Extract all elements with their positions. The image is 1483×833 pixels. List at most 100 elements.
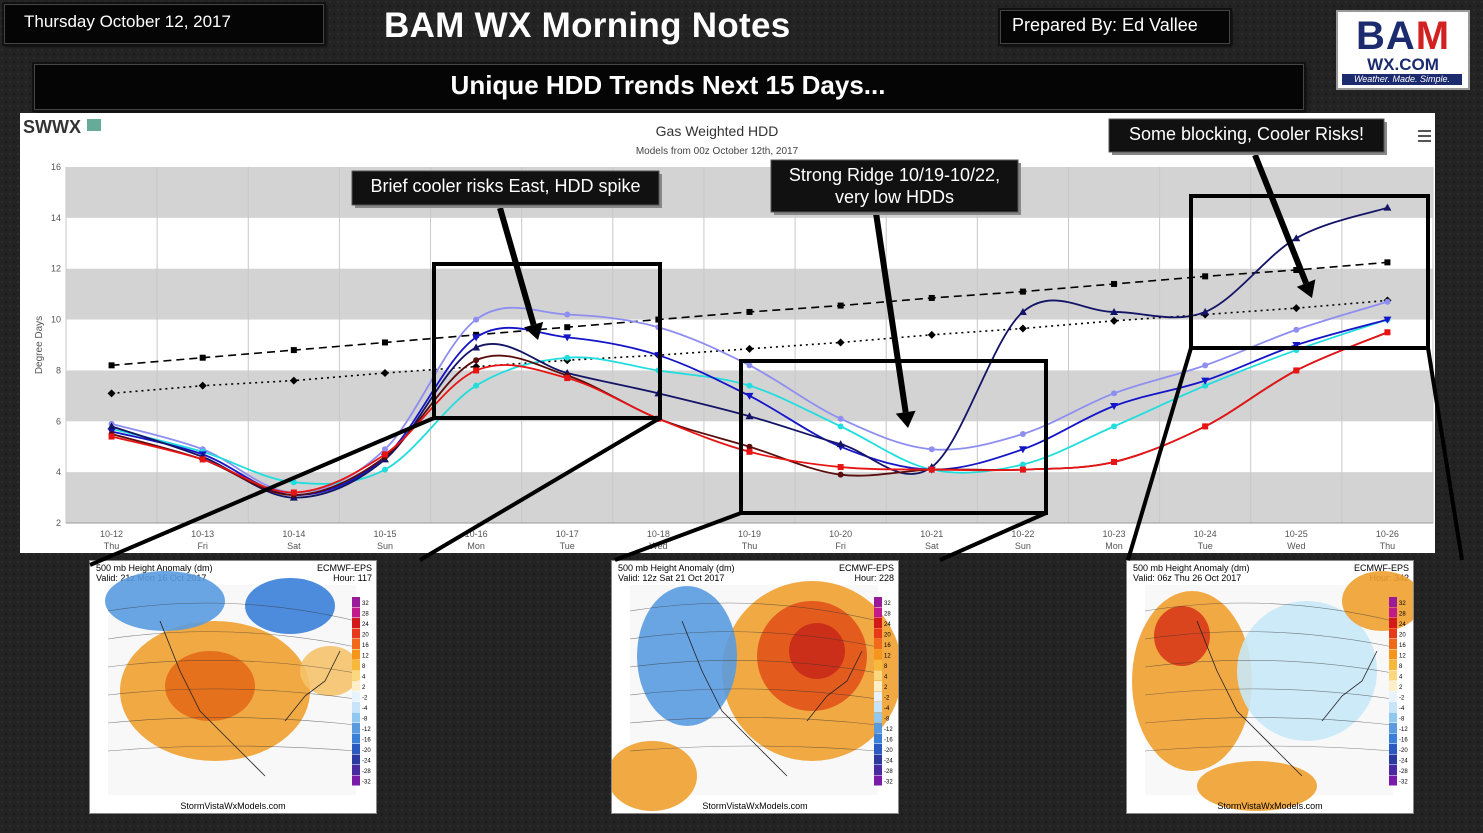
data-point [745,344,754,353]
data-point [1110,403,1119,411]
x-tick-label: 10-17 [556,529,579,539]
x-tick-day: Sat [925,541,939,551]
arrow-head [895,410,916,428]
callout-box [351,170,660,206]
x-tick-day: Mon [1105,541,1123,551]
data-point [1018,324,1027,333]
data-point [1019,288,1026,295]
x-tick-day: Sun [377,541,393,551]
data-point [563,334,572,342]
data-point [745,412,754,420]
data-point [198,381,207,390]
connector-line [1126,347,1193,561]
x-tick-day: Wed [649,541,667,551]
connector-line [614,511,742,562]
y-tick-label: 2 [56,518,61,528]
x-tick-day: Fri [835,541,846,551]
data-point [564,311,571,318]
x-tick-day: Wed [1287,541,1305,551]
data-point [381,451,388,458]
data-point [199,456,206,463]
x-tick-label: 10-18 [647,529,670,539]
data-point [1201,377,1210,385]
x-tick-day: Sat [287,541,301,551]
data-point [1202,423,1209,430]
connector-line [939,511,1047,562]
callout-strong-ridge: Strong Ridge 10/19-10/22,very low HDDs [770,159,1021,215]
data-point [1018,307,1027,315]
x-tick-label: 10-21 [920,529,943,539]
subtitle-panel [34,64,1304,110]
arrow-shaft [1252,153,1309,285]
x-tick-label: 10-14 [282,529,305,539]
y-tick-label: 10 [51,315,61,325]
data-point [837,415,844,422]
connector-line [1426,347,1464,561]
data-point [746,443,753,450]
data-point [745,392,754,400]
x-tick-label: 10-13 [191,529,214,539]
data-point [1384,298,1391,305]
data-point [107,422,116,430]
date-label: Thursday October 12, 2017 [24,12,231,31]
data-point [1292,304,1301,313]
arrow-shaft [497,207,537,326]
callout-text: Brief cooler risks East, HDD spike [370,176,640,196]
page-title: BAM WX Morning Notes [384,6,791,45]
slide-subtitle: Unique HDD Trends Next 15 Days... [450,70,886,100]
logo-domain: WX.COM [1367,55,1439,74]
x-tick-day: Thu [742,541,758,551]
data-point [1019,466,1026,473]
data-point [1383,316,1392,324]
x-tick-label: 10-22 [1011,529,1034,539]
highlight-box-3 [1189,194,1430,350]
map-3-header: 500 mb Height Anomaly (dm) Valid: 06z Thu… [1133,563,1250,583]
data-point [1202,382,1209,389]
date-panel [4,4,324,44]
data-point [381,446,388,453]
data-point [1293,367,1300,374]
data-point [837,423,844,430]
data-point [746,448,753,455]
logo-wordmark: BAM [1355,14,1451,58]
data-point [564,354,571,361]
data-point [381,466,388,473]
x-tick-label: 10-25 [1285,529,1308,539]
callout-box [770,159,1019,213]
data-point [836,338,845,347]
x-tick-day: Tue [1198,541,1213,551]
x-tick-label: 10-16 [465,529,488,539]
data-point [1293,266,1300,273]
data-point [746,382,753,389]
data-point [380,368,389,377]
data-point [108,362,115,369]
data-point [1202,273,1209,280]
y-tick-label: 6 [56,416,61,426]
callout-text: very low HDDs [835,187,954,207]
highlight-box-2 [739,359,1048,515]
chart-menu-icon[interactable] [1418,130,1431,142]
data-point [1110,307,1119,315]
data-point [928,446,935,453]
logo-tagline: Weather. Made. Simple. [1342,74,1462,85]
y-tick-label: 16 [51,162,61,172]
x-tick-day: Fri [197,541,208,551]
data-point [107,389,116,398]
data-point [1384,329,1391,336]
callout-cooler-east: Brief cooler risks East, HDD spike [351,170,662,208]
data-point [927,330,936,339]
x-tick-label: 10-20 [829,529,852,539]
data-point [473,367,480,374]
highlight-box-1 [432,262,662,420]
data-point [108,433,115,440]
y-tick-label: 4 [56,467,61,477]
map-3-footer: StormVistaWxModels.com [1217,801,1323,811]
data-point [381,339,388,346]
data-point [1111,280,1118,287]
data-point [473,382,480,389]
data-point [837,464,844,471]
x-tick-label: 10-19 [738,529,761,539]
x-tick-label: 10-24 [1194,529,1217,539]
y-axis-label: Degree Days [34,316,45,374]
